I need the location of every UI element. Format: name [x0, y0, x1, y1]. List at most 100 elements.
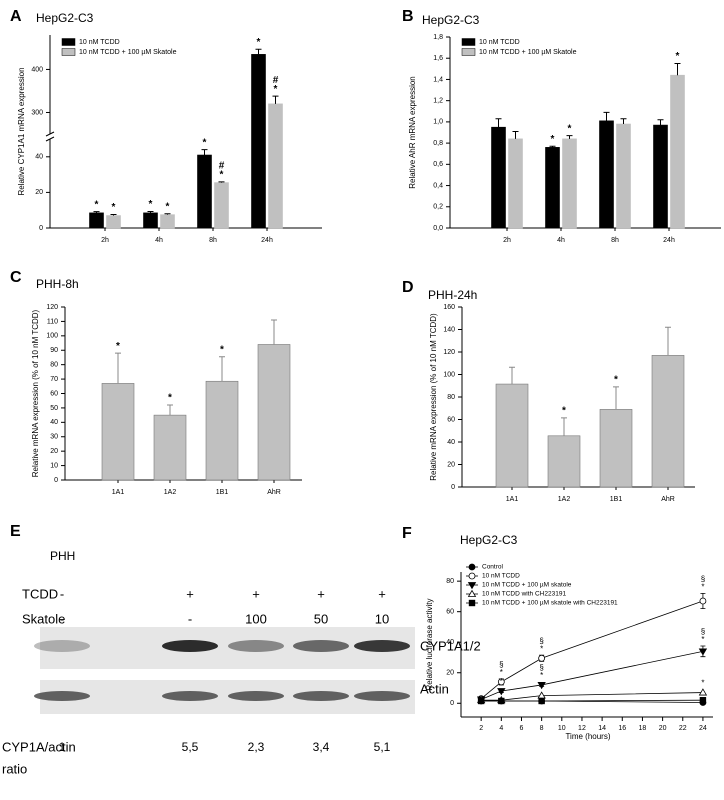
error-bar	[674, 63, 681, 76]
axis-break	[45, 131, 55, 137]
error-bar	[657, 119, 664, 126]
error-bar	[164, 213, 171, 215]
condition: 100	[245, 611, 267, 626]
error-bar	[93, 211, 100, 213]
bar	[670, 74, 685, 229]
bar	[491, 126, 506, 229]
panel-letter: F	[402, 525, 412, 542]
ratio: 3,4	[313, 740, 330, 754]
error-bar	[603, 111, 610, 121]
legend-label: Control	[482, 564, 504, 571]
marker	[497, 678, 505, 686]
y-axis-label: Relative mRNA expression (% of 10 nM TCD…	[31, 309, 40, 477]
x-tick-label: 12	[578, 725, 586, 732]
axis-break	[45, 136, 55, 142]
y-tick-label: 0	[54, 477, 58, 484]
error-bar	[495, 118, 502, 128]
y-tick-label: 80	[447, 394, 455, 401]
panel-title: HepG2-C3	[460, 533, 518, 547]
bar	[495, 383, 529, 488]
error-bar	[219, 356, 225, 382]
y-tick-label: 1,4	[433, 76, 443, 83]
x-tick-label: 2	[479, 725, 483, 732]
ratio: 5,5	[182, 740, 199, 754]
significance-mark: *	[540, 671, 543, 680]
bar	[651, 355, 685, 488]
y-tick-label: 100	[46, 333, 58, 340]
y-tick-label: 110	[47, 318, 58, 325]
significance-mark: #	[273, 75, 279, 86]
y-axis-label: Relative CYP1A1 mRNA expression	[17, 67, 26, 195]
bar	[89, 212, 104, 229]
bar	[197, 154, 212, 229]
error-bar	[201, 149, 208, 156]
bar	[251, 54, 266, 229]
y-tick-label: 40	[446, 639, 454, 646]
band	[162, 691, 218, 701]
legend-label: 10 nM TCDD with CH223191	[482, 591, 566, 598]
band	[354, 691, 410, 701]
band	[162, 640, 218, 652]
y-tick-label: 50	[50, 405, 58, 412]
band	[228, 691, 284, 701]
significance-mark: *	[95, 199, 99, 210]
series-line	[481, 650, 704, 700]
bar	[547, 435, 581, 488]
error-bar	[255, 48, 262, 55]
significance-mark: *	[166, 201, 170, 212]
significance-mark: *	[500, 677, 503, 686]
y-tick-label: 400	[31, 66, 43, 73]
bar	[508, 138, 523, 229]
y-tick-label: 40	[447, 439, 455, 446]
significance-mark: *	[500, 668, 503, 677]
y-tick-label: 0,2	[433, 204, 443, 211]
x-tick-label: 1A1	[506, 496, 519, 503]
x-tick-label: 4h	[155, 237, 163, 244]
significance-mark: *	[168, 393, 172, 404]
condition: +	[317, 586, 325, 601]
condition: +	[378, 586, 386, 601]
y-tick-label: 160	[443, 304, 455, 311]
marker	[468, 563, 476, 571]
blot	[40, 680, 415, 714]
error-bar	[509, 366, 515, 385]
y-tick-label: 20	[447, 461, 455, 468]
significance-mark: §	[701, 627, 705, 636]
ratio: 1	[59, 740, 66, 754]
y-tick-label: 80	[446, 578, 454, 585]
x-tick-label: 10	[558, 725, 566, 732]
panel-title: PHH-24h	[428, 288, 477, 302]
significance-mark: *	[701, 582, 704, 591]
x-tick-label: AhR	[661, 496, 675, 503]
x-tick-label: 2h	[503, 237, 511, 244]
band	[293, 640, 349, 652]
y-tick-label: 0,8	[433, 140, 443, 147]
panel-title: HepG2-C3	[422, 13, 480, 27]
error-bar	[272, 95, 279, 104]
y-tick-label: 1,6	[433, 55, 443, 62]
significance-mark: §	[539, 663, 543, 672]
x-tick-label: 1A2	[558, 496, 571, 503]
marker	[699, 597, 707, 605]
error-bar	[613, 386, 619, 410]
y-tick-label: 60	[50, 390, 58, 397]
bar	[106, 215, 121, 229]
condition: -	[60, 586, 64, 601]
y-tick-label: 1,2	[433, 98, 443, 105]
band	[34, 691, 90, 701]
y-tick-label: 0,4	[433, 182, 443, 189]
significance-mark: *	[701, 679, 704, 688]
significance-mark: §	[499, 660, 503, 669]
significance-mark: *	[149, 199, 153, 210]
row-label: Skatole	[22, 611, 65, 626]
error-bar	[665, 326, 671, 356]
y-tick-label: 40	[35, 154, 43, 161]
significance-mark: *	[551, 134, 555, 145]
x-tick-label: 24	[699, 725, 707, 732]
x-tick-label: 4h	[557, 237, 565, 244]
condition: -	[188, 611, 192, 626]
significance-mark: *	[676, 51, 680, 62]
y-tick-label: 0,0	[433, 225, 443, 232]
significance-mark: *	[116, 341, 120, 352]
significance-mark: *	[274, 84, 278, 95]
